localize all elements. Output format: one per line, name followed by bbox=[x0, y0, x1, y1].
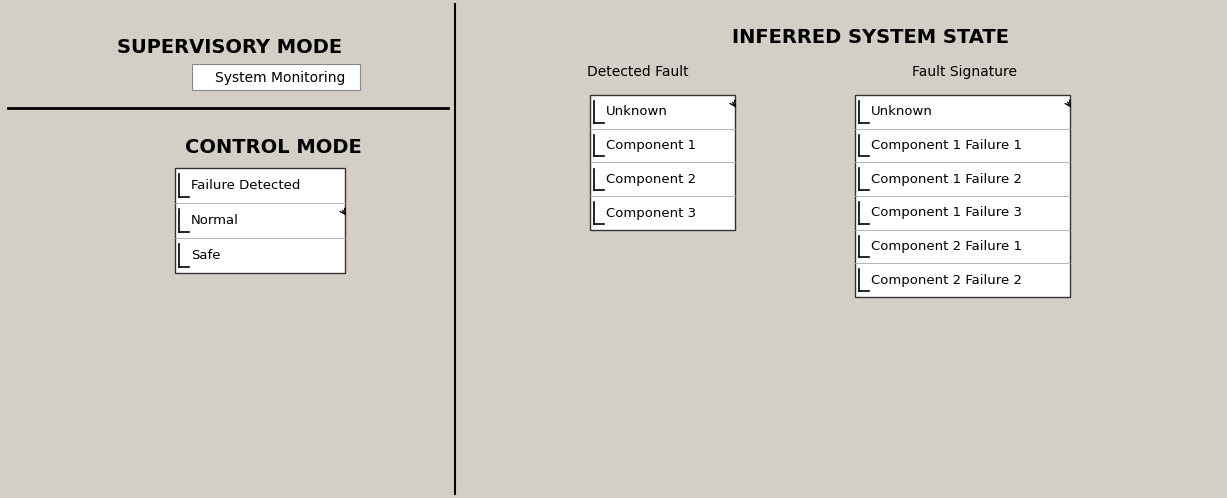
Text: Safe: Safe bbox=[191, 249, 221, 262]
Text: Component 1 Failure 2: Component 1 Failure 2 bbox=[871, 173, 1022, 186]
Text: Component 1 Failure 1: Component 1 Failure 1 bbox=[871, 139, 1022, 152]
Bar bbox=[191, 64, 360, 90]
Text: Component 2 Failure 2: Component 2 Failure 2 bbox=[871, 274, 1022, 287]
Text: Unknown: Unknown bbox=[606, 106, 667, 119]
Text: INFERRED SYSTEM STATE: INFERRED SYSTEM STATE bbox=[731, 28, 1009, 47]
Text: Component 1 Failure 3: Component 1 Failure 3 bbox=[871, 206, 1022, 219]
Text: SUPERVISORY MODE: SUPERVISORY MODE bbox=[118, 38, 342, 57]
Text: Failure Detected: Failure Detected bbox=[191, 179, 301, 192]
Bar bbox=[175, 168, 345, 273]
Text: Fault Signature: Fault Signature bbox=[913, 65, 1017, 79]
Bar bbox=[855, 95, 1070, 297]
Bar bbox=[590, 95, 735, 230]
Text: Component 3: Component 3 bbox=[606, 207, 696, 220]
Text: Component 2 Failure 1: Component 2 Failure 1 bbox=[871, 240, 1022, 253]
Text: Component 2: Component 2 bbox=[606, 173, 696, 186]
Text: Unknown: Unknown bbox=[871, 106, 933, 119]
Text: System Monitoring: System Monitoring bbox=[215, 71, 345, 85]
Text: Normal: Normal bbox=[191, 214, 239, 227]
Text: CONTROL MODE: CONTROL MODE bbox=[185, 138, 362, 157]
Text: Component 1: Component 1 bbox=[606, 139, 696, 152]
Text: Detected Fault: Detected Fault bbox=[588, 65, 688, 79]
